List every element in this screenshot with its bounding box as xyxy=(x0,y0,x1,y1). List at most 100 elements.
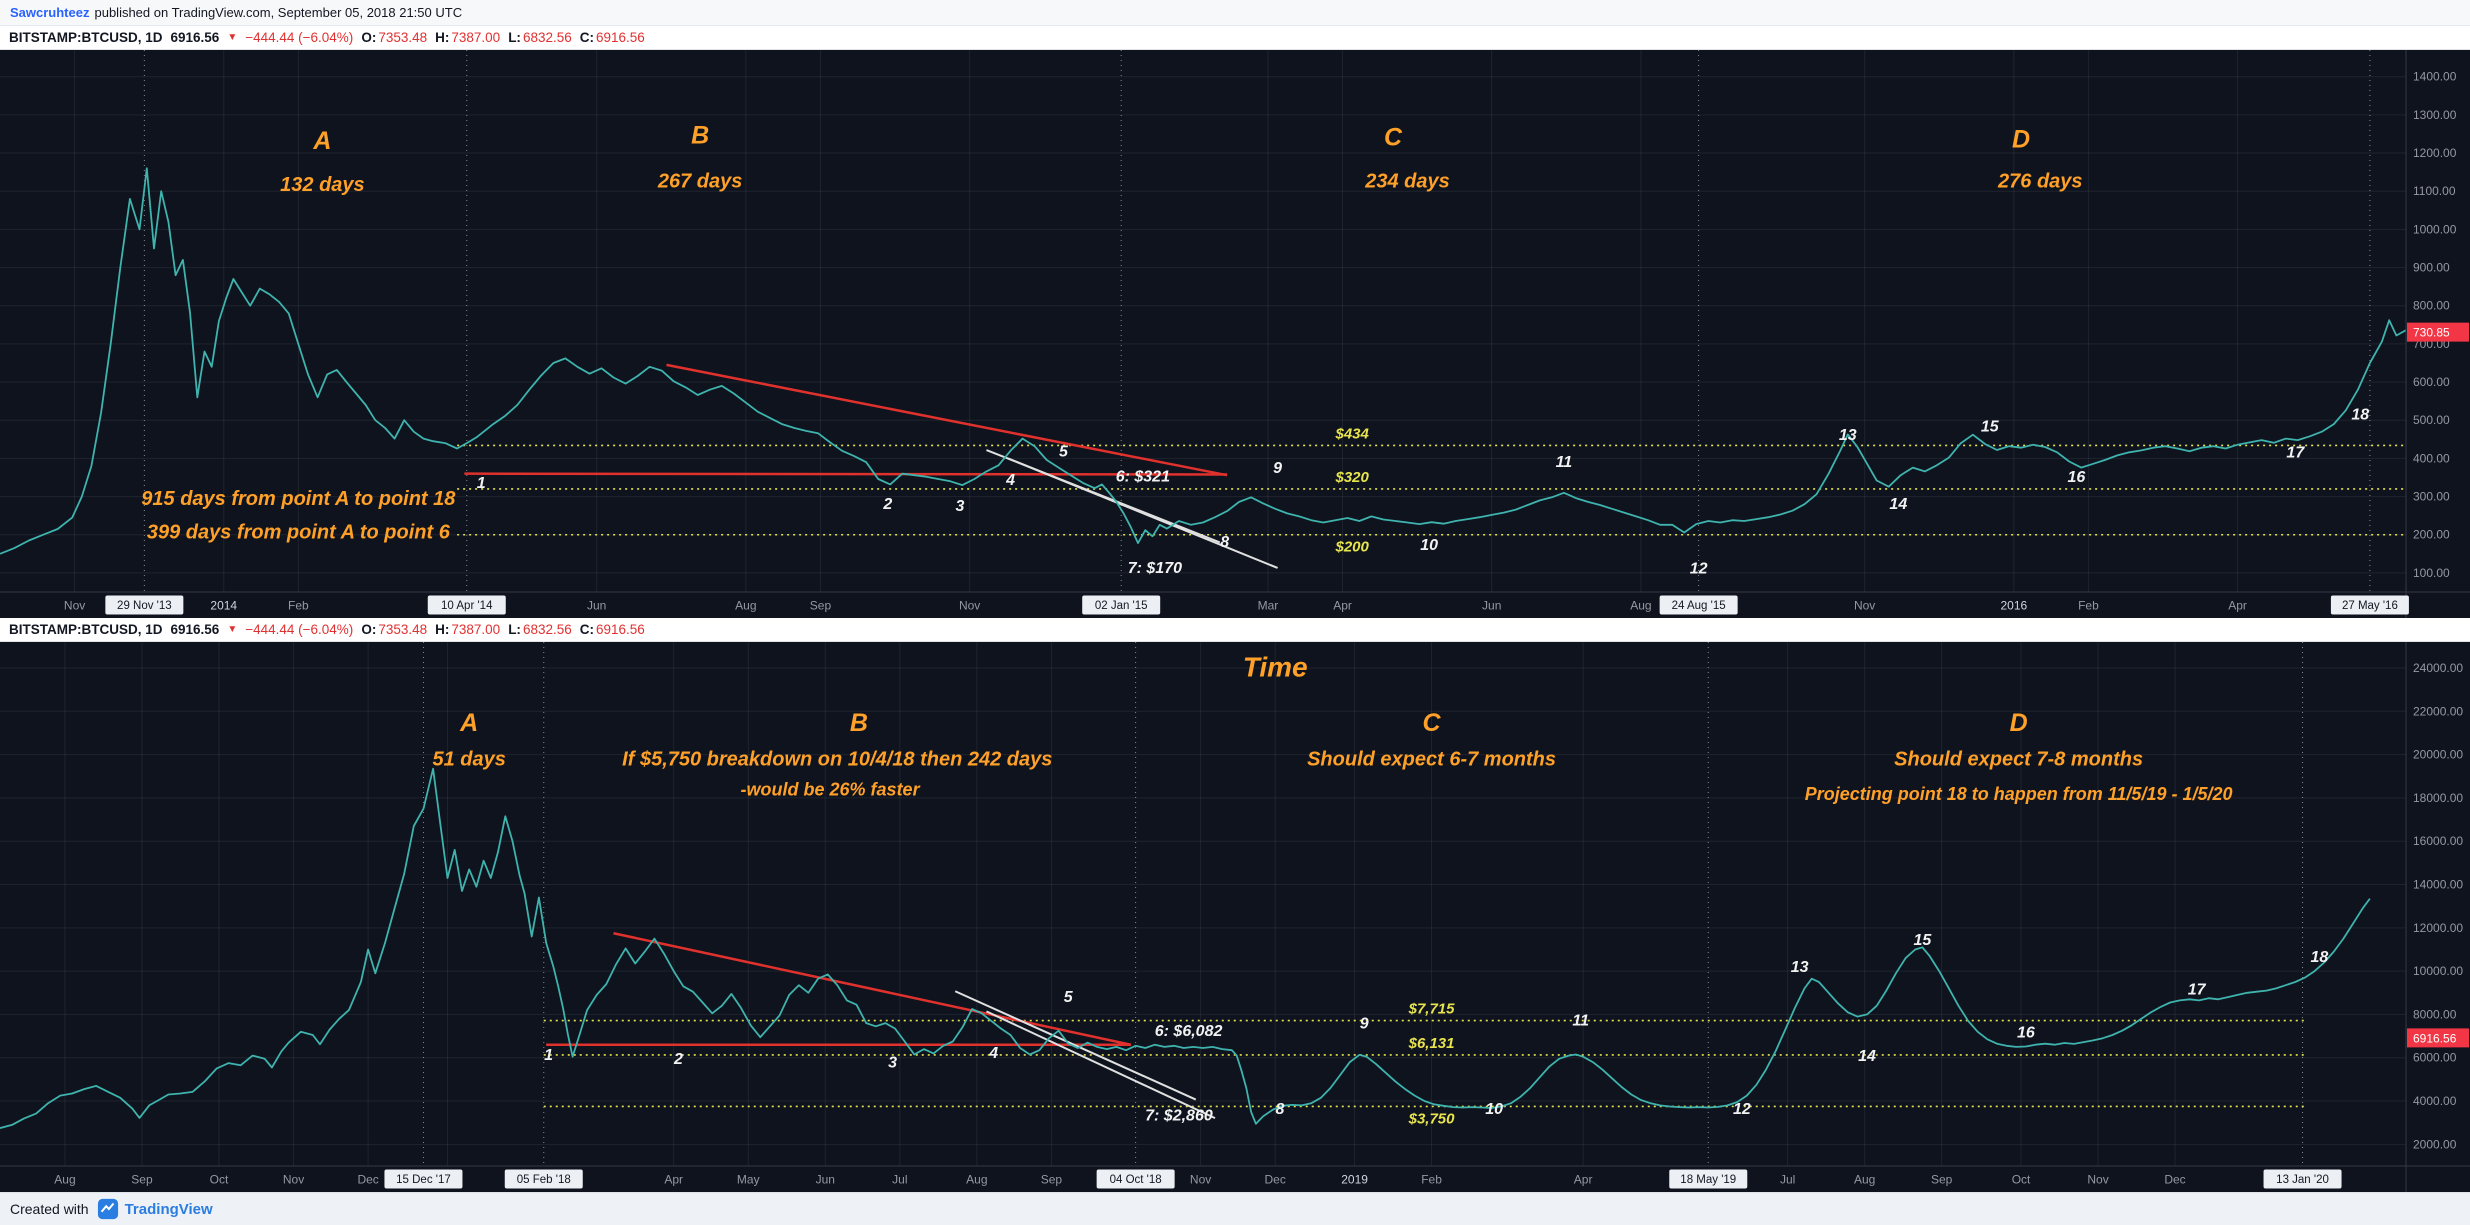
y-axis-label: 200.00 xyxy=(2413,528,2450,542)
last-price: 6916.56 xyxy=(170,622,220,637)
symbol-title[interactable]: BITSTAMP:BTCUSD, 1D xyxy=(9,622,163,637)
chart-annotation: 399 days from point A to point 6 xyxy=(147,522,451,544)
x-axis-label: Oct xyxy=(210,1173,229,1187)
x-axis-label: Aug xyxy=(735,599,756,613)
x-axis-label: Sep xyxy=(1041,1173,1063,1187)
y-axis-label: 10000.00 xyxy=(2413,964,2463,978)
date-tag-text: 02 Jan '15 xyxy=(1095,600,1148,612)
date-tag-text: 10 Apr '14 xyxy=(441,600,493,612)
date-tag-text: 24 Aug '15 xyxy=(1672,600,1726,612)
chart-annotation: 4 xyxy=(988,1045,998,1062)
date-tag xyxy=(427,595,506,615)
last-price-tag xyxy=(2407,1028,2469,1048)
price-down-icon: ▼ xyxy=(227,624,238,635)
chart-annotation: 7: $170 xyxy=(1128,560,1182,577)
high-label: H: xyxy=(435,622,450,637)
chart-pane-2017-2020[interactable]: $7,715 $6,131 $3,750 Time A 51 days B If $5,750… xyxy=(0,642,2470,1192)
x-axis-label: Jul xyxy=(1780,1173,1795,1187)
x-axis-label: Nov xyxy=(64,599,85,613)
x-axis-label: Dec xyxy=(2164,1173,2185,1187)
x-axis-label: Nov xyxy=(2087,1173,2108,1187)
low-value: 6832.56 xyxy=(522,30,572,45)
chart-annotation: 6: $6,082 xyxy=(1155,1023,1223,1040)
date-tag-text: 04 Oct '18 xyxy=(1110,1174,1162,1186)
date-tag-text: 15 Dec '17 xyxy=(396,1174,451,1186)
support-level-label: $200 xyxy=(1334,539,1369,556)
close-label: C: xyxy=(579,30,594,45)
close-value: 6916.56 xyxy=(596,30,645,45)
date-tag xyxy=(2263,1169,2342,1189)
high-label: H: xyxy=(435,30,450,45)
chart-annotation: 9 xyxy=(1273,460,1282,477)
date-tag-text: 27 May '16 xyxy=(2342,600,2398,612)
date-tag xyxy=(105,595,184,615)
y-axis-label: 4000.00 xyxy=(2413,1094,2457,1108)
chart-annotation: 51 days xyxy=(432,748,505,770)
x-axis-label: Dec xyxy=(357,1173,378,1187)
chart-annotation: D xyxy=(2010,709,2028,737)
open-value: 7353.48 xyxy=(378,622,428,637)
open-value: 7353.48 xyxy=(378,30,428,45)
price-line xyxy=(0,767,2371,1129)
x-axis-label: Nov xyxy=(283,1173,304,1187)
x-axis-label: Apr xyxy=(1333,599,1352,613)
chart-annotation: 4 xyxy=(1005,472,1015,489)
chart-annotation: Should expect 6-7 months xyxy=(1307,748,1556,770)
tradingview-logo[interactable]: TradingView xyxy=(97,1198,213,1220)
chart-annotation: 18 xyxy=(2310,949,2328,966)
symbol-title[interactable]: BITSTAMP:BTCUSD, 1D xyxy=(9,30,163,45)
chart-annotation: 5 xyxy=(1064,989,1074,1006)
y-axis-label: 1300.00 xyxy=(2413,108,2457,122)
trendline-white xyxy=(986,1010,1216,1120)
time-axis[interactable] xyxy=(0,592,2406,618)
price-change: −444.44 (−6.04%) xyxy=(245,30,354,45)
chart-annotation: B xyxy=(691,122,709,150)
date-tag xyxy=(384,1169,463,1189)
price-down-icon: ▼ xyxy=(227,32,238,43)
chart-annotation: 234 days xyxy=(1364,170,1450,192)
chart-annotation: 18 xyxy=(2351,406,2369,423)
low-pair: L: 6832.56 xyxy=(508,30,572,45)
date-tag-text: 05 Feb '18 xyxy=(517,1174,571,1186)
support-level-label: $7,715 xyxy=(1408,1001,1456,1018)
tradingview-brand-text: TradingView xyxy=(124,1200,213,1218)
chart-annotation: 14 xyxy=(1889,496,1907,513)
last-price-tag-text: 730.85 xyxy=(2413,326,2450,340)
last-price-tag-text: 6916.56 xyxy=(2413,1031,2457,1045)
date-tag-text: 13 Jan '20 xyxy=(2276,1174,2329,1186)
chart-annotation: C xyxy=(1423,709,1442,737)
btcusd-2013-2016-cycle[interactable]: $434 $320 $200 A 132 days B 267 days C 234 days D… xyxy=(0,50,2470,618)
chart-annotation: 9 xyxy=(1360,1016,1369,1033)
publisher-link[interactable]: Sawcruhteez xyxy=(10,5,90,20)
open-pair: O: 7353.48 xyxy=(361,30,427,45)
support-level-label: $6,131 xyxy=(1408,1035,1455,1052)
published-text: published on TradingView.com, September … xyxy=(94,5,463,20)
chart-annotation: 10 xyxy=(1485,1101,1503,1118)
y-axis-label: 900.00 xyxy=(2413,261,2450,275)
btcusd-2017-2020-cycle[interactable]: $7,715 $6,131 $3,750 Time A 51 days B If $5,750… xyxy=(0,642,2470,1192)
x-axis-label: Feb xyxy=(288,599,309,613)
x-axis-label: Oct xyxy=(2012,1173,2031,1187)
x-axis-label: Jun xyxy=(1482,599,1501,613)
y-axis-label: 500.00 xyxy=(2413,413,2450,427)
chart-annotation: 15 xyxy=(1913,932,1932,949)
chart-annotation: 8 xyxy=(1276,1101,1285,1118)
high-pair: H: 7387.00 xyxy=(435,30,500,45)
chart-annotation: B xyxy=(850,709,868,737)
chart-annotation: 915 days from point A to point 18 xyxy=(141,488,456,510)
low-label: L: xyxy=(508,622,521,637)
chart-annotation: 11 xyxy=(1556,454,1573,471)
chart-annotation: 13 xyxy=(1791,959,1809,976)
y-axis-label: 14000.00 xyxy=(2413,878,2463,892)
y-axis-label: 100.00 xyxy=(2413,566,2450,580)
date-tag-text: 29 Nov '13 xyxy=(117,600,172,612)
price-axis[interactable] xyxy=(2406,642,2470,1192)
chart-annotation: 13 xyxy=(1839,427,1857,444)
y-axis-label: 16000.00 xyxy=(2413,834,2463,848)
x-axis-label: Jun xyxy=(587,599,606,613)
x-axis-label: Nov xyxy=(1190,1173,1211,1187)
date-tag xyxy=(1659,595,1738,615)
x-axis-label: May xyxy=(737,1173,760,1187)
chart-pane-2013-2016[interactable]: $434 $320 $200 A 132 days B 267 days C 234 days D… xyxy=(0,50,2470,618)
symbol-info-bar-2: BITSTAMP:BTCUSD, 1D 6916.56 ▼ −444.44 (−… xyxy=(0,618,2470,642)
